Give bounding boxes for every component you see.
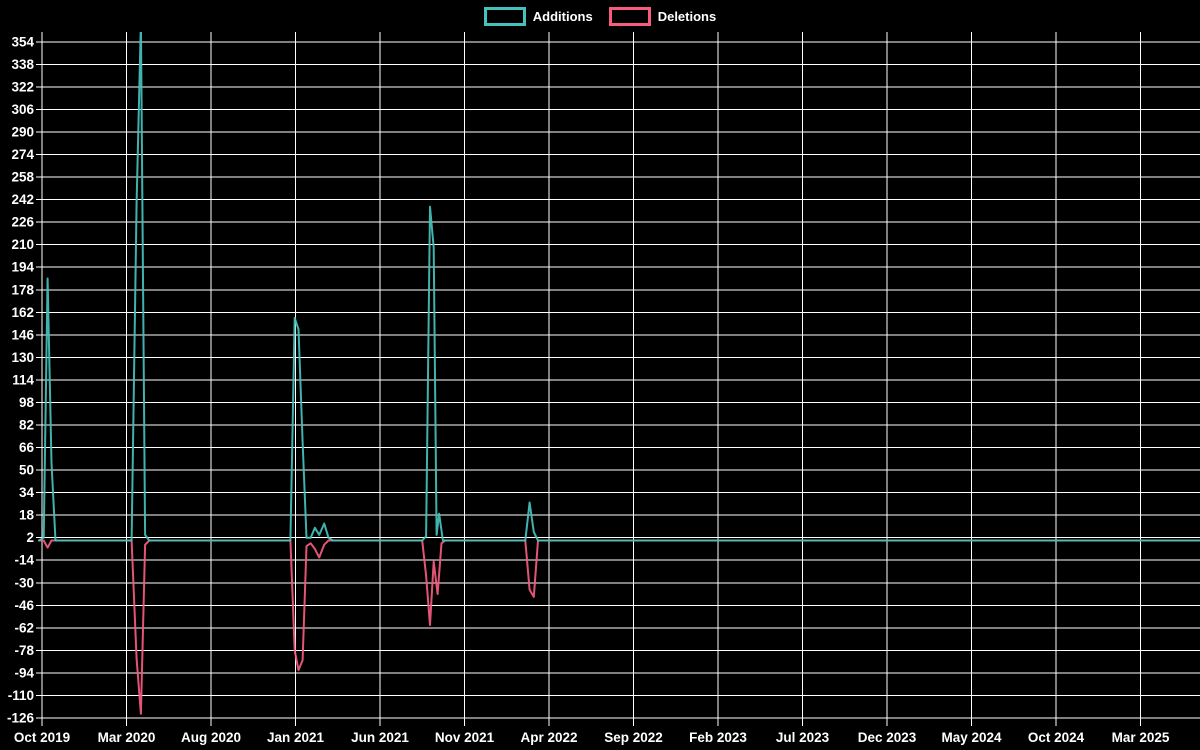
y-tick-label: 18 [19, 508, 35, 523]
y-tick-label: 146 [11, 327, 34, 342]
x-tick-label: Mar 2025 [1112, 730, 1170, 745]
y-tick-label: 114 [12, 372, 34, 387]
y-tick-label: -62 [14, 620, 34, 635]
y-tick-label: -78 [14, 643, 34, 658]
y-tick-label: 50 [19, 463, 34, 478]
y-tick-label: 178 [11, 282, 34, 297]
x-tick-label: Oct 2019 [14, 730, 70, 745]
y-tick-label: 82 [19, 418, 34, 433]
y-tick-label: 322 [11, 79, 34, 94]
x-tick-label: Jan 2021 [267, 730, 325, 745]
x-tick-label: May 2024 [941, 730, 1002, 745]
x-tick-label: Sep 2022 [604, 730, 663, 745]
y-tick-label: -30 [14, 575, 34, 590]
deletions-swatch-icon [608, 7, 651, 26]
chart-legend: Additions Deletions [0, 7, 1200, 26]
y-tick-label: 274 [11, 147, 34, 162]
y-tick-label: 34 [19, 485, 35, 500]
y-tick-label: -126 [7, 711, 35, 726]
y-tick-label: 338 [11, 57, 34, 72]
x-tick-label: Aug 2020 [181, 730, 241, 745]
y-tick-label: 162 [11, 305, 34, 320]
x-tick-label: Feb 2023 [689, 730, 747, 745]
x-tick-label: Apr 2022 [520, 730, 577, 745]
y-tick-label: -46 [14, 598, 34, 613]
x-tick-label: Dec 2023 [858, 730, 917, 745]
y-tick-label: -14 [14, 553, 34, 568]
y-tick-label: 210 [11, 237, 34, 252]
y-tick-label: 354 [11, 34, 34, 49]
deletions-line [38, 539, 1200, 715]
y-tick-label: 242 [11, 192, 34, 207]
y-tick-label: -110 [8, 688, 34, 703]
y-tick-label: 130 [11, 350, 34, 365]
additions-line [38, 32, 1200, 542]
y-tick-label: 306 [11, 102, 34, 117]
additions-swatch-icon [483, 7, 526, 26]
x-tick-label: Jul 2023 [776, 730, 830, 745]
x-gridlines: Oct 2019 Mar 2020 Aug 2020 Jan 2021 Jun 2021… [14, 32, 1170, 745]
x-tick-label: Jun 2021 [351, 730, 409, 745]
y-tick-label: 194 [11, 260, 34, 275]
y-tick-label: 258 [11, 170, 34, 185]
x-tick-label: Nov 2021 [435, 730, 495, 745]
x-tick-label: Oct 2024 [1028, 730, 1085, 745]
y-gridlines: -126 -110 -94 -78 -62 -46 -30 -14 2 18 34 50 66 82 98 1… [7, 34, 1200, 726]
x-tick-label: Mar 2020 [98, 730, 156, 745]
legend-label-additions: Additions [532, 9, 593, 24]
y-tick-label: 2 [26, 530, 34, 545]
legend-item-deletions[interactable]: Deletions [608, 7, 717, 26]
y-tick-label: 290 [11, 125, 34, 140]
y-tick-label: 66 [19, 440, 35, 455]
y-tick-label: -94 [14, 665, 34, 680]
legend-item-additions[interactable]: Additions [483, 7, 593, 26]
y-tick-label: 226 [11, 215, 34, 230]
y-tick-label: 98 [19, 395, 35, 410]
legend-label-deletions: Deletions [657, 9, 717, 24]
